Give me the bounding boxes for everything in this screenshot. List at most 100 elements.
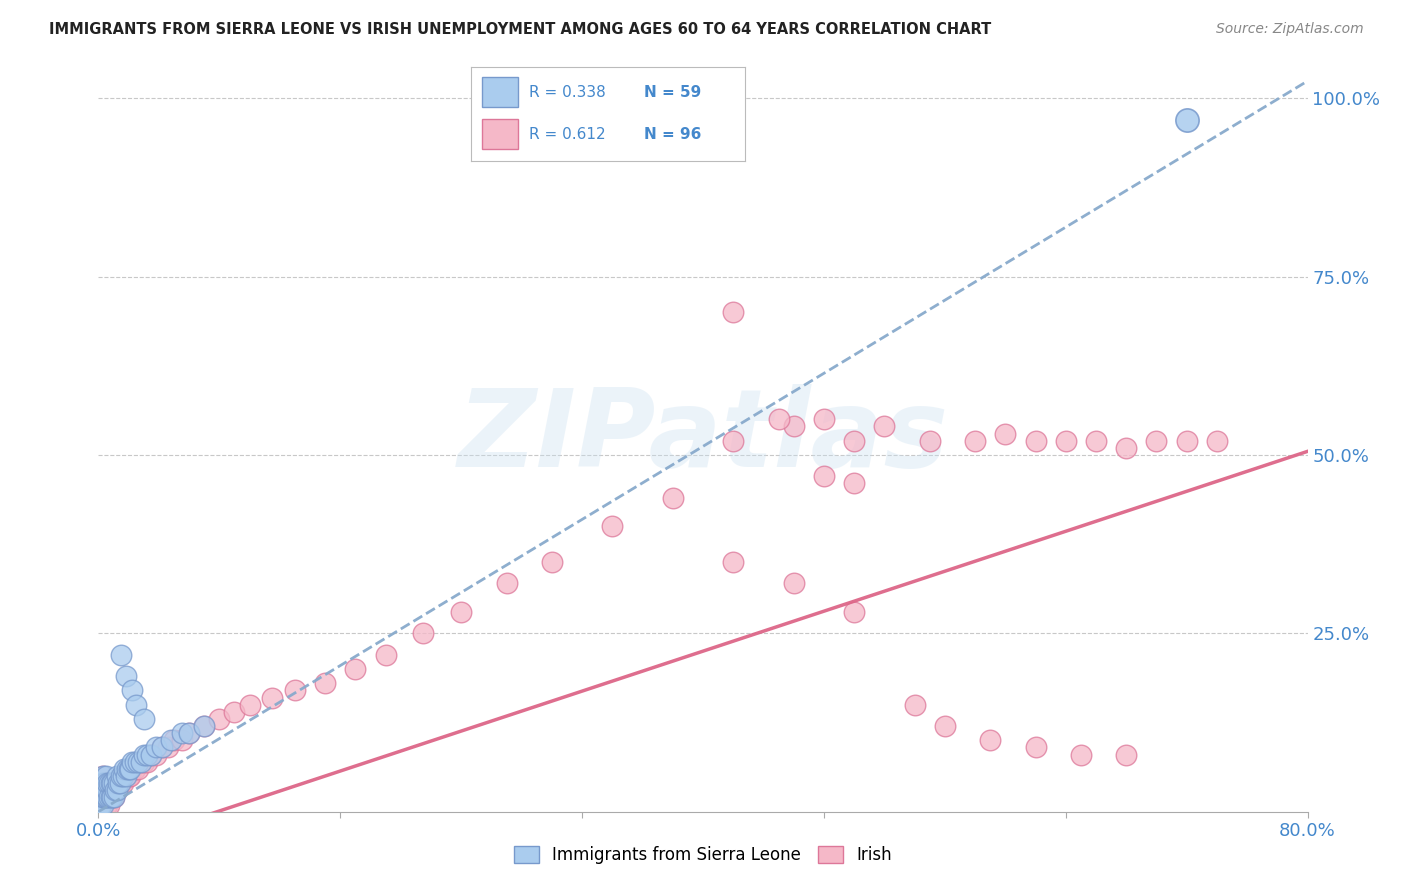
Point bbox=[94, 769, 117, 783]
Point bbox=[101, 776, 124, 790]
Point bbox=[904, 698, 927, 712]
Point bbox=[91, 797, 114, 812]
Point bbox=[170, 733, 193, 747]
Point bbox=[94, 776, 117, 790]
Point bbox=[107, 776, 129, 790]
Text: N = 59: N = 59 bbox=[644, 85, 702, 100]
Point bbox=[344, 662, 367, 676]
Point bbox=[118, 769, 141, 783]
Point bbox=[89, 790, 111, 805]
Text: IMMIGRANTS FROM SIERRA LEONE VS IRISH UNEMPLOYMENT AMONG AGES 60 TO 64 YEARS COR: IMMIGRANTS FROM SIERRA LEONE VS IRISH UN… bbox=[49, 22, 991, 37]
Point bbox=[93, 783, 115, 797]
Text: Source: ZipAtlas.com: Source: ZipAtlas.com bbox=[1216, 22, 1364, 37]
Point bbox=[934, 719, 956, 733]
Point bbox=[150, 740, 173, 755]
Point bbox=[124, 762, 146, 776]
Point bbox=[91, 769, 114, 783]
Point bbox=[110, 648, 132, 662]
Point bbox=[844, 476, 866, 491]
Point bbox=[90, 783, 112, 797]
Point bbox=[120, 769, 142, 783]
Point bbox=[111, 776, 134, 790]
Point bbox=[141, 747, 163, 762]
Point bbox=[91, 797, 114, 812]
Point bbox=[110, 776, 132, 790]
Point bbox=[1070, 747, 1092, 762]
Point bbox=[105, 783, 128, 797]
Point bbox=[262, 690, 284, 705]
Point bbox=[965, 434, 987, 448]
Point bbox=[115, 769, 138, 783]
Point bbox=[105, 769, 128, 783]
Point bbox=[93, 797, 115, 812]
Text: N = 96: N = 96 bbox=[644, 127, 702, 142]
Point bbox=[160, 733, 183, 747]
Point bbox=[103, 783, 125, 797]
Point bbox=[110, 769, 132, 783]
Point bbox=[90, 790, 112, 805]
Point bbox=[98, 790, 121, 805]
Point bbox=[208, 712, 231, 726]
Point bbox=[89, 797, 111, 812]
Point bbox=[112, 769, 135, 783]
Point bbox=[98, 783, 121, 797]
Point bbox=[115, 762, 138, 776]
Point bbox=[94, 797, 117, 812]
Point bbox=[93, 776, 115, 790]
Point bbox=[1085, 434, 1108, 448]
Point bbox=[107, 776, 129, 790]
Point bbox=[103, 790, 125, 805]
Point bbox=[90, 790, 112, 805]
Point bbox=[1144, 434, 1167, 448]
Point bbox=[93, 790, 115, 805]
Point bbox=[96, 776, 118, 790]
Point bbox=[98, 797, 121, 812]
Point bbox=[101, 783, 124, 797]
Text: ZIPatlas: ZIPatlas bbox=[457, 384, 949, 490]
Point bbox=[179, 726, 201, 740]
Point bbox=[111, 769, 134, 783]
Point bbox=[96, 790, 118, 805]
Point bbox=[91, 790, 114, 805]
Point bbox=[450, 605, 472, 619]
Point bbox=[132, 712, 155, 726]
Point bbox=[540, 555, 562, 569]
Point bbox=[104, 783, 127, 797]
Point bbox=[873, 419, 896, 434]
Point bbox=[602, 519, 624, 533]
Point bbox=[112, 762, 135, 776]
Point bbox=[150, 740, 173, 755]
Point bbox=[844, 605, 866, 619]
Bar bbox=[482, 120, 517, 149]
Point bbox=[994, 426, 1017, 441]
Point bbox=[768, 412, 790, 426]
Point bbox=[93, 783, 115, 797]
Point bbox=[114, 669, 136, 683]
Point bbox=[89, 790, 111, 805]
Point bbox=[314, 676, 336, 690]
Point bbox=[105, 783, 128, 797]
Point bbox=[135, 755, 157, 769]
Point bbox=[1115, 441, 1137, 455]
Point bbox=[108, 776, 131, 790]
Point bbox=[90, 797, 112, 812]
Point bbox=[145, 740, 167, 755]
Point bbox=[121, 762, 143, 776]
Point bbox=[723, 555, 745, 569]
Point bbox=[813, 469, 835, 483]
Point bbox=[96, 783, 118, 797]
Point bbox=[96, 797, 118, 812]
Point bbox=[170, 726, 193, 740]
Point bbox=[1115, 747, 1137, 762]
Point bbox=[179, 726, 201, 740]
Point bbox=[124, 755, 146, 769]
Text: R = 0.612: R = 0.612 bbox=[529, 127, 605, 142]
Point bbox=[783, 576, 806, 591]
Point bbox=[104, 783, 127, 797]
Point bbox=[98, 790, 121, 805]
Point bbox=[284, 683, 307, 698]
Point bbox=[723, 305, 745, 319]
Point bbox=[114, 769, 136, 783]
Bar bbox=[482, 78, 517, 107]
Point bbox=[114, 769, 136, 783]
